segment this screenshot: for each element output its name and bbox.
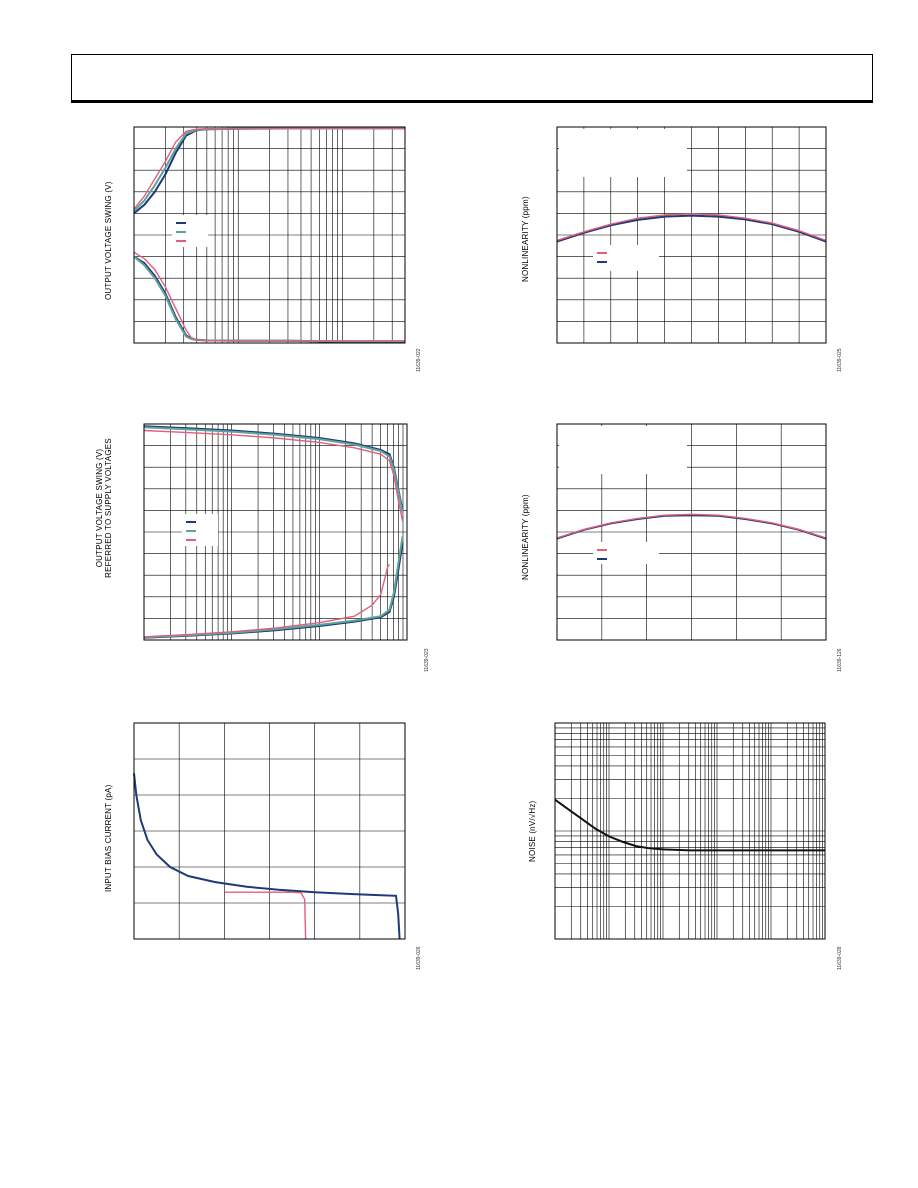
chart-3-figure-id: 11639-026	[416, 946, 422, 970]
series-line-teal-2	[143, 426, 404, 513]
series-line-black-1	[554, 798, 825, 852]
series-line-pink-6	[143, 563, 391, 638]
legend-background	[593, 245, 659, 271]
legend	[593, 542, 659, 564]
chart-3-grid	[134, 723, 405, 939]
chart-5-ylabel: NONLINEARITY (ppm)	[521, 494, 530, 580]
page-header-box	[71, 54, 873, 103]
chart-2-ylabel-line2: REFERRED TO SUPPLY VOLTAGES	[104, 438, 113, 578]
chart-2-figure-id: 11639-023	[424, 648, 430, 672]
chart-2-output-swing-referred-to-supply	[143, 423, 408, 641]
chart-6-noise-density	[554, 722, 826, 940]
plot-frame	[556, 126, 827, 344]
plot-frame	[133, 126, 406, 344]
chart-1-grid	[133, 127, 405, 343]
chart-1-figure-id: 11639-022	[416, 348, 422, 372]
chart-3-input-bias-current	[133, 722, 406, 940]
annotation-box	[559, 129, 687, 177]
chart-4-figure-id: 11639-025	[837, 348, 843, 372]
chart-1-ylabel: OUTPUT VOLTAGE SWING (V)	[104, 181, 113, 300]
legend	[172, 215, 208, 247]
plot-frame	[556, 423, 827, 641]
chart-4-ylabel: NONLINEARITY (ppm)	[521, 196, 530, 282]
series-line-pink-6	[133, 251, 405, 342]
series-line-navy-1	[556, 214, 827, 243]
series-line-pink-2	[224, 891, 307, 940]
plot-frame	[554, 722, 826, 940]
chart-6-ylabel: NOISE (nV/√Hz)	[528, 800, 537, 862]
legend	[182, 514, 218, 546]
chart-3-ylabel: INPUT BIAS CURRENT (pA)	[104, 784, 113, 892]
series-line-pink-3	[143, 429, 404, 522]
series-line-pink-2	[556, 213, 827, 242]
chart-2-ylabel: OUTPUT VOLTAGE SWING (V) REFERRED TO SUP…	[95, 408, 113, 608]
series-line-navy-1	[133, 773, 401, 940]
series-line-pink-3	[133, 127, 405, 210]
chart-4-nonlinearity	[556, 126, 827, 344]
chart-2-ylabel-line1: OUTPUT VOLTAGE SWING (V)	[95, 448, 104, 568]
series-line-pink-2	[556, 513, 827, 539]
chart-6-figure-id: 11639-028	[837, 946, 843, 970]
chart-6-grid	[554, 723, 825, 940]
legend	[593, 245, 659, 271]
plot-frame	[143, 423, 408, 641]
annotation-box	[559, 426, 687, 474]
chart-5-nonlinearity	[556, 423, 827, 641]
plot-frame	[133, 722, 406, 940]
chart-5-figure-id: 11639-126	[837, 648, 843, 672]
legend-background	[593, 542, 659, 564]
series-line-teal-5	[143, 536, 404, 639]
chart-1-output-swing-vs-load	[133, 126, 406, 344]
